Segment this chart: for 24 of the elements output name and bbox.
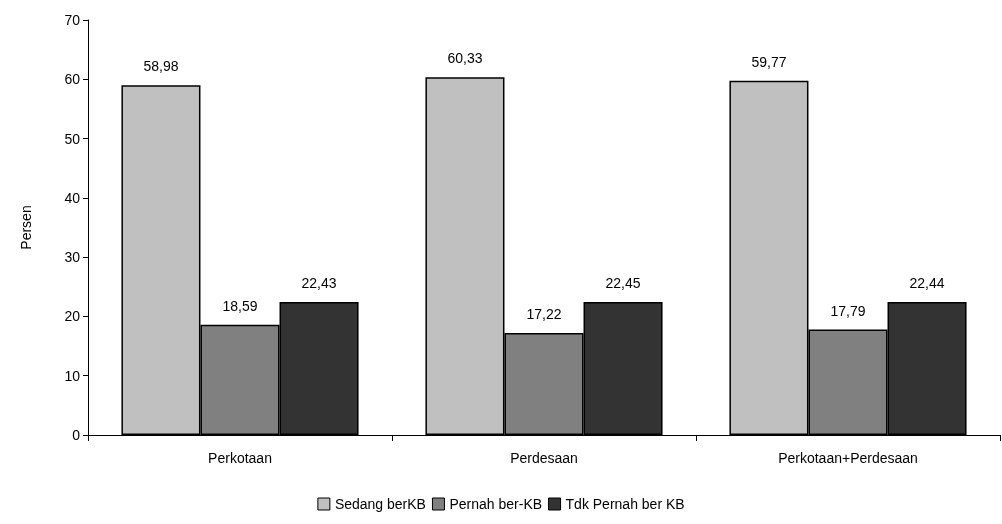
y-tick-label: 60 bbox=[64, 71, 81, 88]
y-tick-label: 20 bbox=[64, 308, 81, 325]
data-label: 17,22 bbox=[526, 305, 562, 322]
y-tick-label: 0 bbox=[72, 427, 81, 443]
legend-label: Pernah ber-KB bbox=[449, 496, 543, 512]
data-label: 18,59 bbox=[222, 297, 258, 314]
x-tick-label: Perkotaan+Perdesaan bbox=[778, 450, 918, 466]
y-tick-label: 30 bbox=[64, 249, 81, 266]
y-axis-title: Persen bbox=[18, 205, 34, 250]
x-tick-label: Perdesaan bbox=[510, 450, 578, 466]
data-label: 58,98 bbox=[143, 58, 179, 75]
y-tick-label: 10 bbox=[64, 367, 81, 384]
data-label: 60,33 bbox=[447, 50, 483, 67]
data-label: 17,79 bbox=[830, 302, 866, 319]
data-label: 22,43 bbox=[301, 275, 337, 292]
legend-label: Sedang berKB bbox=[334, 496, 426, 512]
y-tick-label: 70 bbox=[64, 12, 81, 28]
data-label: 22,45 bbox=[605, 274, 641, 291]
y-tick-label: 40 bbox=[64, 189, 81, 206]
y-tick-label: 50 bbox=[64, 130, 81, 147]
data-label: 22,44 bbox=[909, 274, 945, 291]
data-label: 59,77 bbox=[751, 53, 787, 70]
x-tick-label: Perkotaan bbox=[208, 450, 272, 466]
legend-label: Tdk Pernah ber KB bbox=[565, 496, 685, 512]
